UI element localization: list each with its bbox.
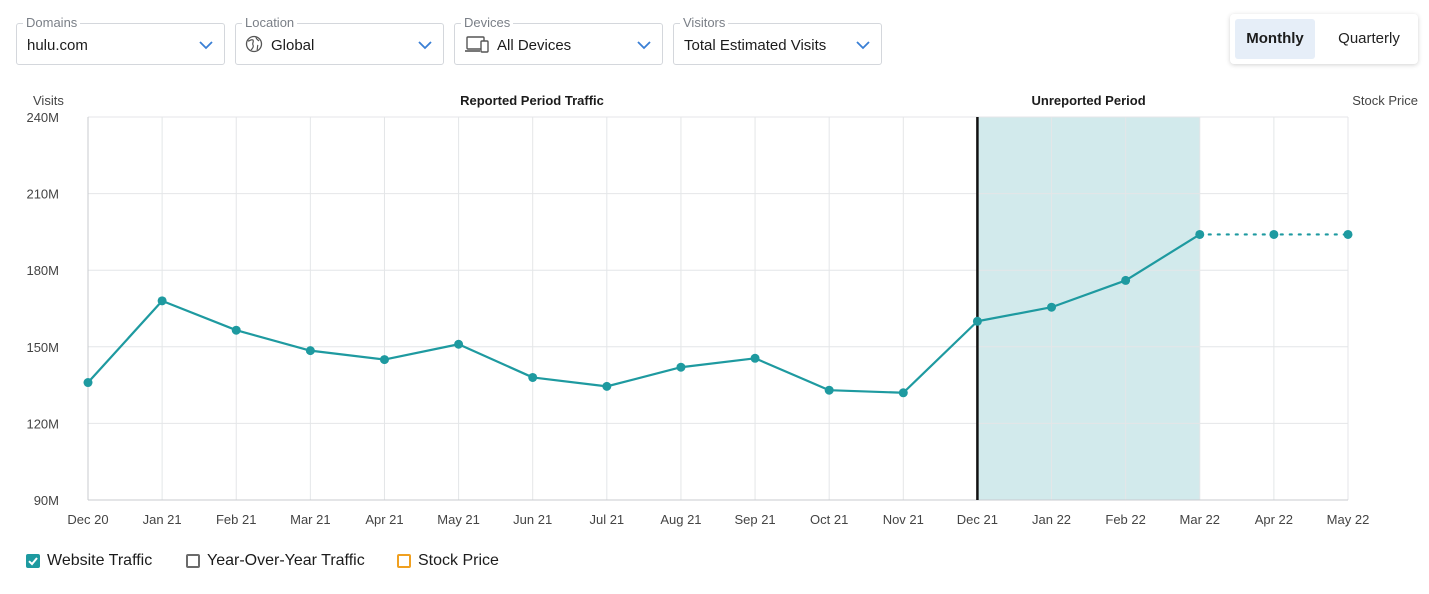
data-point xyxy=(1269,229,1279,239)
x-tick-label: Sep 21 xyxy=(734,512,775,527)
visitors-dropdown[interactable]: Visitors Total Estimated Visits xyxy=(673,15,882,65)
x-tick-label: Oct 21 xyxy=(810,512,848,527)
quarterly-button[interactable]: Quarterly xyxy=(1338,30,1400,47)
series-line-website-traffic xyxy=(87,233,1201,394)
devices-dropdown[interactable]: Devices All Devices xyxy=(454,15,663,65)
data-point xyxy=(231,325,241,335)
domains-value: hulu.com xyxy=(27,37,88,54)
x-tick-label: Mar 22 xyxy=(1180,512,1220,527)
x-tick-label: Apr 22 xyxy=(1255,512,1293,527)
legend-label: Stock Price xyxy=(418,552,499,569)
chevron-down-icon xyxy=(418,41,432,50)
data-point xyxy=(454,339,464,349)
legend-label: Website Traffic xyxy=(47,552,153,569)
data-point xyxy=(602,381,612,391)
visitors-label: Visitors xyxy=(680,15,729,30)
chevron-down-icon xyxy=(856,41,870,50)
checkbox-checked-icon[interactable] xyxy=(26,554,40,568)
location-value: Global xyxy=(271,37,315,54)
x-tick-label: Jun 21 xyxy=(513,512,552,527)
x-tick-label: Jan 21 xyxy=(143,512,182,527)
legend-label: Year-Over-Year Traffic xyxy=(207,552,365,569)
data-point xyxy=(1121,275,1131,285)
location-dropdown[interactable]: Location Global xyxy=(235,15,444,65)
x-tick-label: May 21 xyxy=(437,512,480,527)
legend-yoy-traffic[interactable]: Year-Over-Year Traffic xyxy=(186,552,365,570)
period-toggle: Monthly Quarterly xyxy=(1230,14,1418,64)
legend-website-traffic[interactable]: Website Traffic xyxy=(26,552,152,570)
x-tick-label: Feb 22 xyxy=(1105,512,1145,527)
y-tick-label: 210M xyxy=(26,187,59,202)
checkbox-unchecked-icon[interactable] xyxy=(186,554,200,568)
x-tick-label: Dec 20 xyxy=(67,512,108,527)
data-point xyxy=(1343,229,1353,239)
monthly-button[interactable]: Monthly xyxy=(1235,19,1315,59)
globe-icon xyxy=(245,35,263,53)
x-tick-label: Jan 22 xyxy=(1032,512,1071,527)
y-tick-label: 150M xyxy=(26,340,59,355)
y2-axis-title: Stock Price xyxy=(1352,93,1418,108)
y-axis-title: Visits xyxy=(33,93,64,108)
checkbox-unchecked-icon[interactable] xyxy=(397,554,411,568)
data-point xyxy=(157,296,167,306)
unreported-period-label: Unreported Period xyxy=(1032,93,1146,108)
traffic-chart: 90M 120M 150M 180M 210M 240M Dec 20 Jan 21 Feb 2… xyxy=(26,93,1418,527)
y-tick-label: 120M xyxy=(26,416,59,431)
x-tick-label: Apr 21 xyxy=(365,512,403,527)
data-point xyxy=(305,346,315,356)
unreported-period-band xyxy=(977,117,1200,500)
chevron-down-icon xyxy=(637,41,651,50)
x-tick-label: Nov 21 xyxy=(883,512,924,527)
data-point xyxy=(824,385,834,395)
x-tick-label: Mar 21 xyxy=(290,512,330,527)
reported-period-label: Reported Period Traffic xyxy=(460,93,604,108)
location-label: Location xyxy=(242,15,298,30)
data-point xyxy=(379,355,389,365)
data-point xyxy=(528,372,538,382)
data-point xyxy=(898,388,908,398)
x-tick-label: Dec 21 xyxy=(957,512,998,527)
data-point xyxy=(83,378,93,388)
data-point xyxy=(750,353,760,363)
devices-value: All Devices xyxy=(497,37,572,54)
legend-stock-price[interactable]: Stock Price xyxy=(397,552,499,570)
domains-label: Domains xyxy=(23,15,81,30)
y-tick-label: 90M xyxy=(34,493,59,508)
data-point xyxy=(1195,229,1205,239)
x-tick-label: Aug 21 xyxy=(660,512,701,527)
domains-dropdown[interactable]: Domains hulu.com xyxy=(16,15,225,65)
data-point xyxy=(676,362,686,372)
x-tick-label: Feb 21 xyxy=(216,512,256,527)
data-point xyxy=(1047,302,1057,312)
y-tick-label: 240M xyxy=(26,110,59,125)
devices-label: Devices xyxy=(461,15,514,30)
y-tick-label: 180M xyxy=(26,263,59,278)
chevron-down-icon xyxy=(199,41,213,50)
visitors-value: Total Estimated Visits xyxy=(684,37,827,54)
devices-icon xyxy=(465,36,489,53)
x-tick-label: Jul 21 xyxy=(589,512,624,527)
x-tick-label: May 22 xyxy=(1327,512,1370,527)
data-point xyxy=(972,316,982,326)
